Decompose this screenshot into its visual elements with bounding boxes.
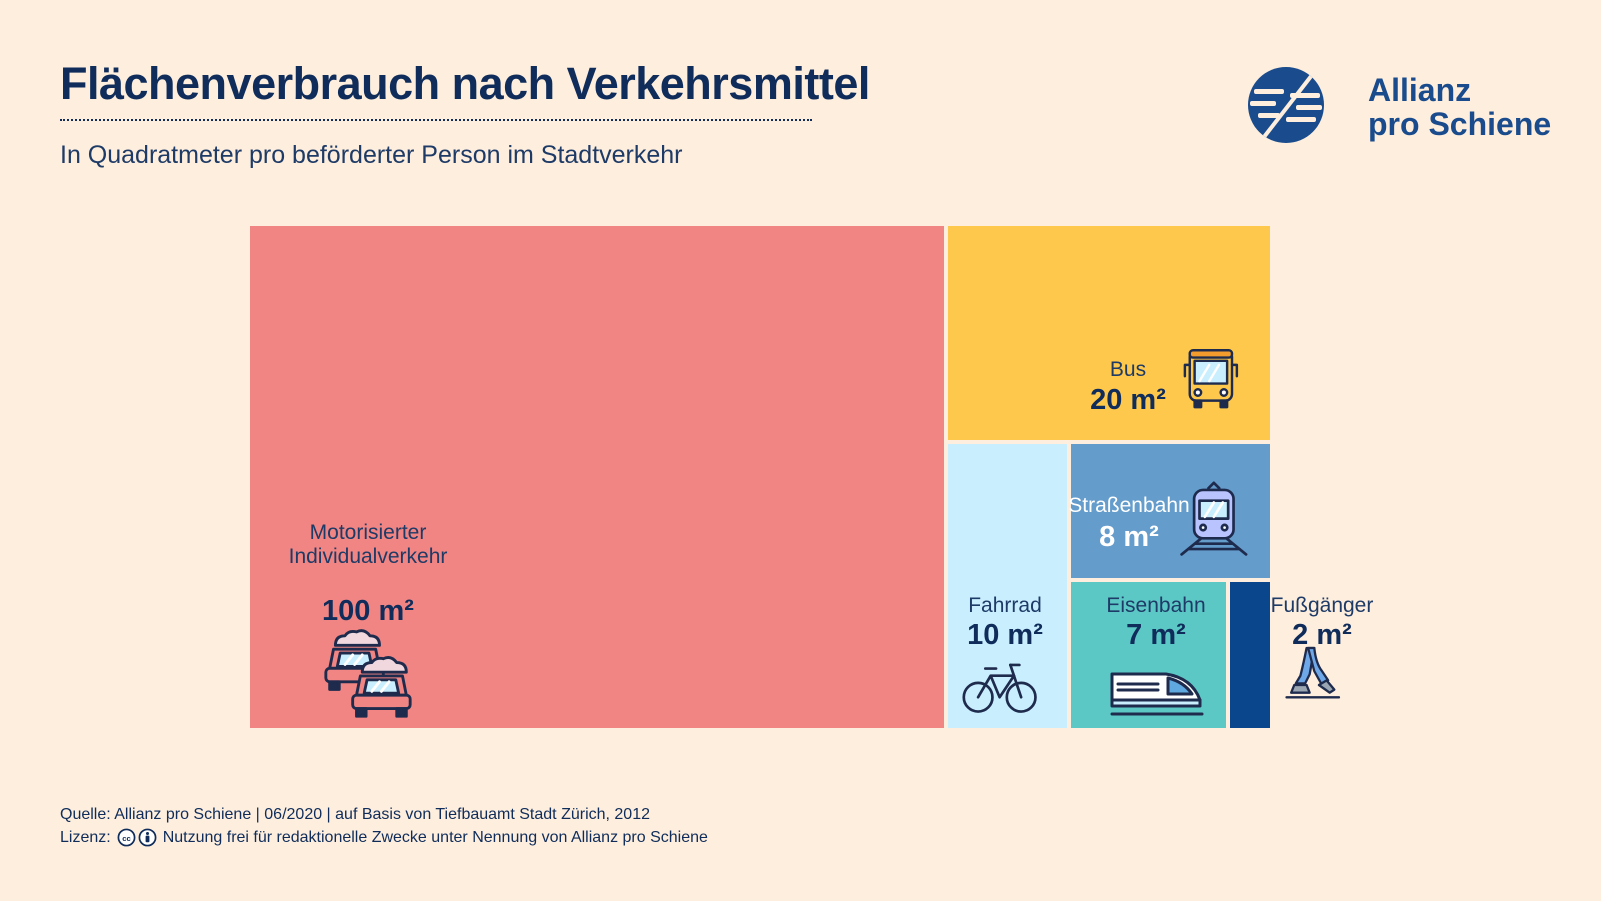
cars-icon [324,629,412,718]
tram-icon [1180,481,1248,556]
brand-logo: Allianz pro Schiene [1248,67,1552,147]
cell-label: Fußgänger [1271,594,1374,617]
cell-value: 2 m² [1292,619,1352,651]
treemap-rect [1071,582,1226,728]
footer: Quelle: Allianz pro Schiene | 06/2020 | … [60,803,708,849]
cell-value: 10 m² [967,619,1043,651]
logo-line-2: pro Schiene [1368,106,1552,142]
logo-line-1: Allianz [1368,72,1472,108]
cell-value: 8 m² [1099,521,1159,553]
cc-icon: cc [117,828,136,847]
treemap-rect [1230,582,1270,728]
cell-value: 7 m² [1126,619,1186,651]
treemap-rect [948,226,1270,440]
treemap-cell-tram: Straßenbahn 8 m² [1068,444,1270,578]
allianz-pro-schiene-logo-icon [1248,67,1324,143]
cell-label: Bus [1110,358,1146,381]
walking-legs-icon [1285,646,1341,699]
bicycle-icon [962,663,1037,713]
license-text: Nutzung frei für redaktionelle Zwecke un… [162,829,708,846]
cell-label: Straßenbahn [1068,494,1189,517]
svg-text:cc: cc [122,834,130,843]
cell-label: Fahrrad [968,594,1042,617]
treemap-rect [1071,444,1270,578]
treemap-cell-cars: Motorisierter Individualverkehr 100 m² [250,226,944,728]
title-divider [60,119,812,121]
cell-value: 100 m² [322,595,414,627]
bus-icon [1183,349,1239,409]
treemap-rect [250,226,944,728]
treemap-rect [948,444,1067,728]
license-label: Lizenz: [60,829,111,846]
treemap-cell-bus: Bus 20 m² [948,226,1270,440]
chart-subtitle: In Quadratmeter pro beförderter Person i… [60,141,683,169]
chart-title: Flächenverbrauch nach Verkehrsmittel [60,58,870,109]
cell-label: Motorisierter Individualverkehr [289,521,448,568]
cell-value: 20 m² [1090,384,1166,416]
train-icon [1110,672,1204,716]
cell-label: Eisenbahn [1106,594,1205,617]
by-icon [138,828,157,847]
source-note: Quelle: Allianz pro Schiene | 06/2020 | … [60,806,650,823]
